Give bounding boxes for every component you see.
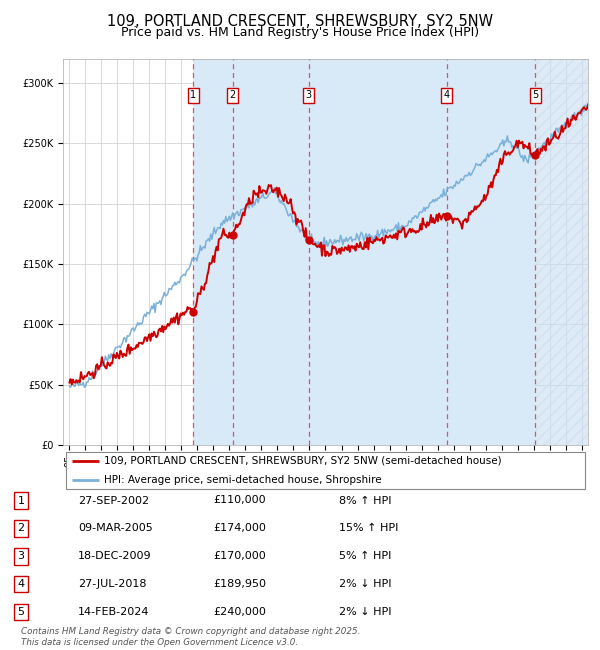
Bar: [446, 58, 535, 445]
Text: £170,000: £170,000: [213, 551, 266, 562]
FancyBboxPatch shape: [65, 452, 586, 489]
Bar: [233, 58, 446, 445]
Text: Price paid vs. HM Land Registry's House Price Index (HPI): Price paid vs. HM Land Registry's House …: [121, 26, 479, 39]
Text: 109, PORTLAND CRESCENT, SHREWSBURY, SY2 5NW: 109, PORTLAND CRESCENT, SHREWSBURY, SY2 …: [107, 14, 493, 29]
Text: 5% ↑ HPI: 5% ↑ HPI: [339, 551, 391, 562]
Text: HPI: Average price, semi-detached house, Shropshire: HPI: Average price, semi-detached house,…: [104, 475, 382, 486]
Text: 2% ↓ HPI: 2% ↓ HPI: [339, 579, 391, 590]
Text: 4: 4: [443, 90, 450, 100]
Text: 14-FEB-2024: 14-FEB-2024: [78, 607, 149, 618]
Text: 1: 1: [17, 495, 25, 506]
Text: 3: 3: [17, 551, 25, 562]
Text: £110,000: £110,000: [213, 495, 266, 506]
Text: 109, PORTLAND CRESCENT, SHREWSBURY, SY2 5NW (semi-detached house): 109, PORTLAND CRESCENT, SHREWSBURY, SY2 …: [104, 456, 502, 466]
Text: 2% ↓ HPI: 2% ↓ HPI: [339, 607, 391, 618]
Text: 5: 5: [17, 607, 25, 618]
Text: 2: 2: [229, 90, 236, 100]
Text: 1: 1: [190, 90, 196, 100]
Text: £174,000: £174,000: [213, 523, 266, 534]
Text: Contains HM Land Registry data © Crown copyright and database right 2025.
This d: Contains HM Land Registry data © Crown c…: [21, 627, 361, 647]
Text: 8% ↑ HPI: 8% ↑ HPI: [339, 495, 391, 506]
Text: £240,000: £240,000: [213, 607, 266, 618]
Text: 4: 4: [17, 579, 25, 590]
Text: 18-DEC-2009: 18-DEC-2009: [78, 551, 152, 562]
Text: 27-SEP-2002: 27-SEP-2002: [78, 495, 149, 506]
Text: 2: 2: [17, 523, 25, 534]
Text: £189,950: £189,950: [213, 579, 266, 590]
Bar: [535, 58, 588, 445]
Text: 3: 3: [306, 90, 312, 100]
Text: 27-JUL-2018: 27-JUL-2018: [78, 579, 146, 590]
Text: 5: 5: [532, 90, 539, 100]
Text: 09-MAR-2005: 09-MAR-2005: [78, 523, 153, 534]
Text: 15% ↑ HPI: 15% ↑ HPI: [339, 523, 398, 534]
Bar: [193, 58, 233, 445]
